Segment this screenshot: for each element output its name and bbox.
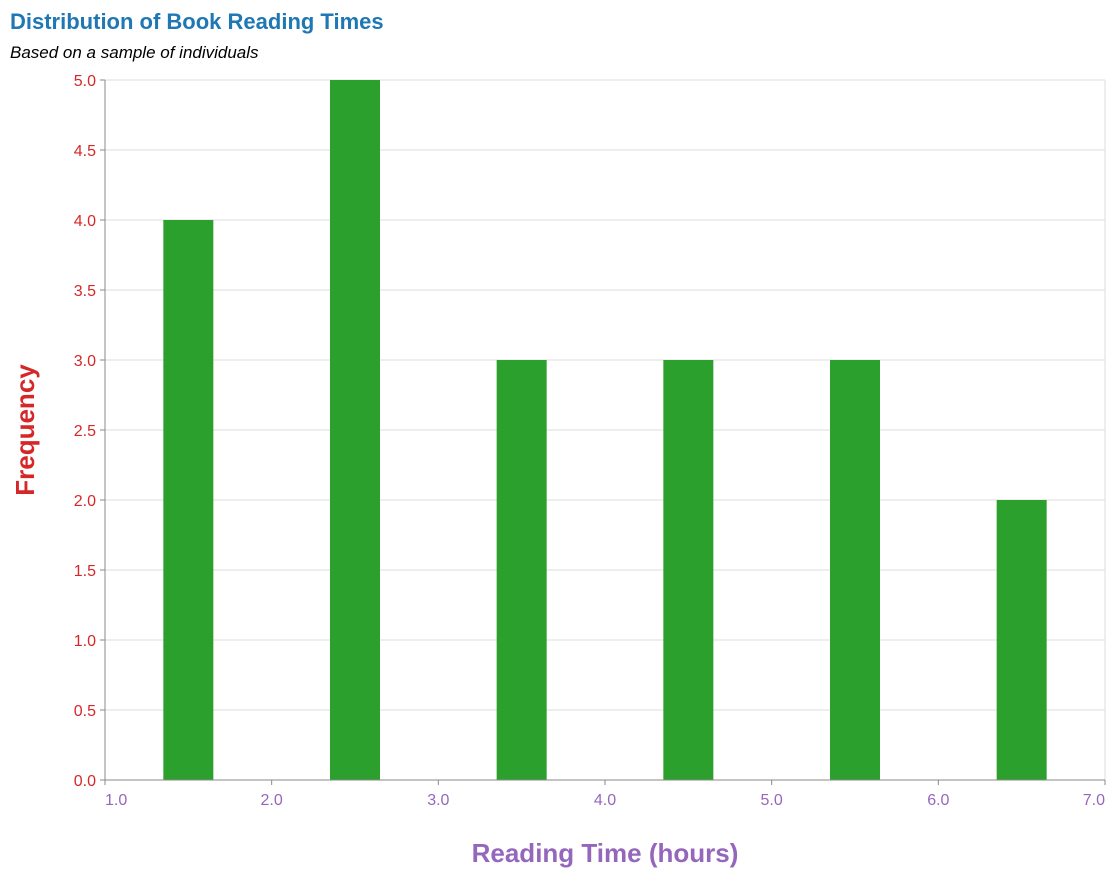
y-tick-label: 1.5 (74, 563, 96, 580)
y-axis-title: Frequency (10, 364, 40, 496)
axes: 0.0 0.5 1.0 1.5 2.0 2.5 3.0 3.5 4.0 4.5 5.0 1.0 2.0 3… (74, 73, 1106, 809)
y-tick-label: 1.0 (74, 633, 96, 650)
histogram-bar (163, 220, 214, 780)
histogram-bar (496, 360, 547, 780)
chart-subtitle: Based on a sample of individuals (10, 43, 259, 62)
x-tick-label: 6.0 (927, 792, 949, 809)
y-tick-label: 4.0 (74, 213, 96, 230)
x-tick-label: 7.0 (1083, 792, 1105, 809)
x-tick-label: 1.0 (105, 792, 127, 809)
grid-lines (105, 79, 1106, 781)
histogram-bar (830, 360, 880, 780)
y-tick-label: 4.5 (74, 143, 96, 160)
y-tick-label: 5.0 (74, 73, 96, 90)
histogram-bar (663, 360, 714, 780)
histogram-bar (996, 500, 1047, 780)
y-tick-label: 3.0 (74, 353, 96, 370)
y-tick-label: 2.0 (74, 493, 96, 510)
x-tick-label: 4.0 (594, 792, 616, 809)
histogram-bar (330, 80, 380, 780)
chart-title: Distribution of Book Reading Times (10, 9, 384, 34)
y-tick-label: 0.0 (74, 773, 96, 790)
y-tick-label: 0.5 (74, 703, 96, 720)
x-tick-label: 5.0 (761, 792, 783, 809)
bars (163, 80, 1047, 780)
x-tick-label: 3.0 (427, 792, 449, 809)
x-tick-label: 2.0 (261, 792, 283, 809)
x-axis-title: Reading Time (hours) (472, 838, 739, 868)
y-tick-label: 2.5 (74, 423, 96, 440)
y-tick-label: 3.5 (74, 283, 96, 300)
